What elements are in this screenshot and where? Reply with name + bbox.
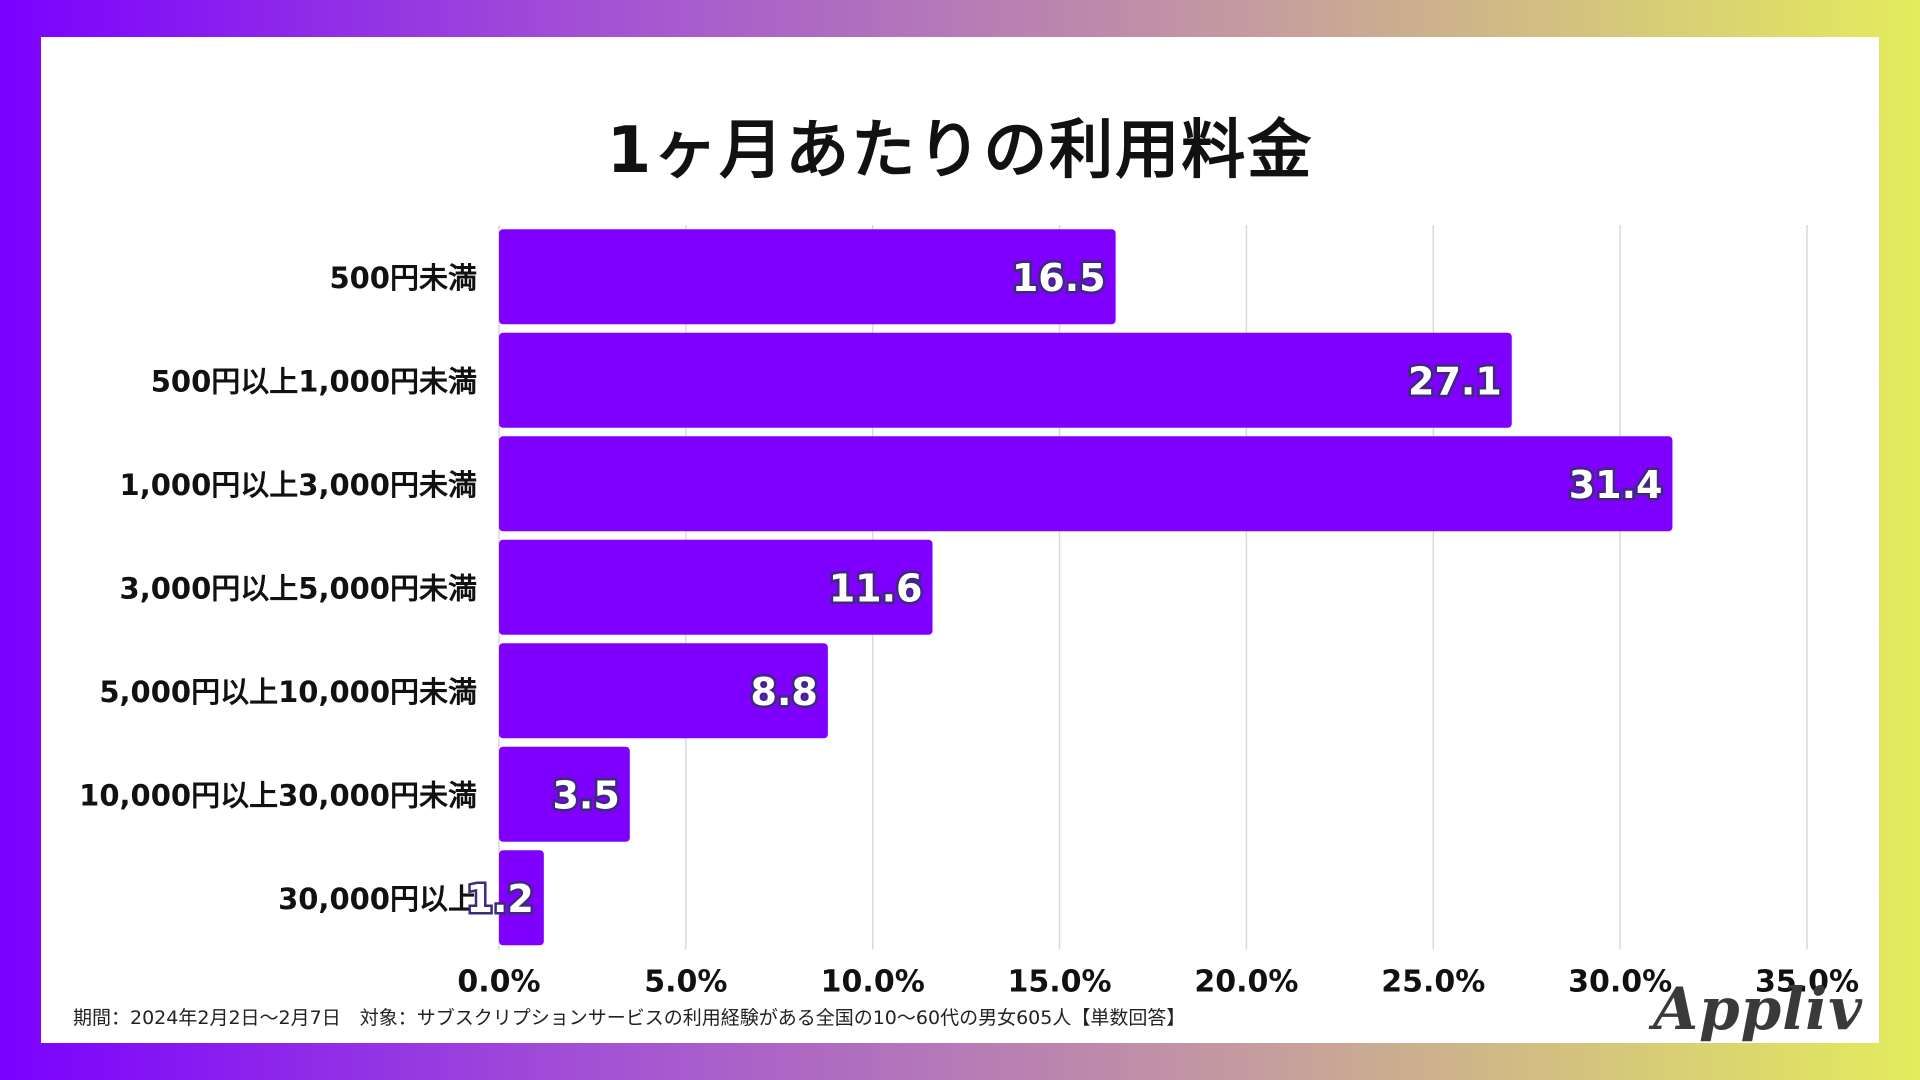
category-label: 1,000円以上3,000円未満 <box>120 468 477 502</box>
bar[interactable] <box>499 332 1512 428</box>
x-tick-label: 10.0% <box>821 965 925 1000</box>
x-tick-label: 35.0% <box>1755 965 1859 1000</box>
data-label: 16.5 <box>1012 256 1106 300</box>
survey-footnote: 期間：2024年2月2日～2月7日 対象：サブスクリプションサービスの利用経験が… <box>73 1007 1186 1029</box>
bar[interactable] <box>499 850 544 946</box>
bar[interactable] <box>499 229 1116 325</box>
x-tick-label: 0.0% <box>457 965 540 1000</box>
category-label: 500円以上1,000円未満 <box>151 364 477 398</box>
data-label: 3.5 <box>552 773 619 817</box>
chart-title: 1ヶ月あたりの利用料金 <box>606 114 1314 188</box>
data-label: 31.4 <box>1569 463 1663 507</box>
x-tick-label: 25.0% <box>1381 965 1485 1000</box>
bar[interactable] <box>499 436 1673 532</box>
category-label: 5,000円以上10,000円未満 <box>99 675 477 709</box>
data-label: 27.1 <box>1408 359 1502 403</box>
x-tick-label: 5.0% <box>644 965 727 1000</box>
chart-card: 1ヶ月あたりの利用料金 500円未満 500円以上1,000円未満 1,000円以上… <box>41 37 1879 1043</box>
bar-chart: 500円未満 500円以上1,000円未満 1,000円以上3,000円未満 3,00… <box>79 225 1859 1000</box>
category-label: 30,000円以上 <box>278 882 477 916</box>
data-label: 11.6 <box>829 566 923 610</box>
bar[interactable] <box>499 746 630 842</box>
x-tick-label: 30.0% <box>1568 965 1672 1000</box>
category-label: 3,000円以上5,000円未満 <box>120 571 477 605</box>
data-label: 8.8 <box>751 670 818 714</box>
data-label: 1.2 <box>467 877 534 921</box>
category-label: 10,000円以上30,000円未満 <box>79 778 477 812</box>
bar[interactable] <box>499 643 828 739</box>
category-label: 500円未満 <box>329 261 477 295</box>
x-tick-label: 20.0% <box>1194 965 1298 1000</box>
x-tick-label: 15.0% <box>1008 965 1112 1000</box>
bar[interactable] <box>499 539 933 635</box>
appliv-logo: Appliv <box>1653 975 1863 1043</box>
